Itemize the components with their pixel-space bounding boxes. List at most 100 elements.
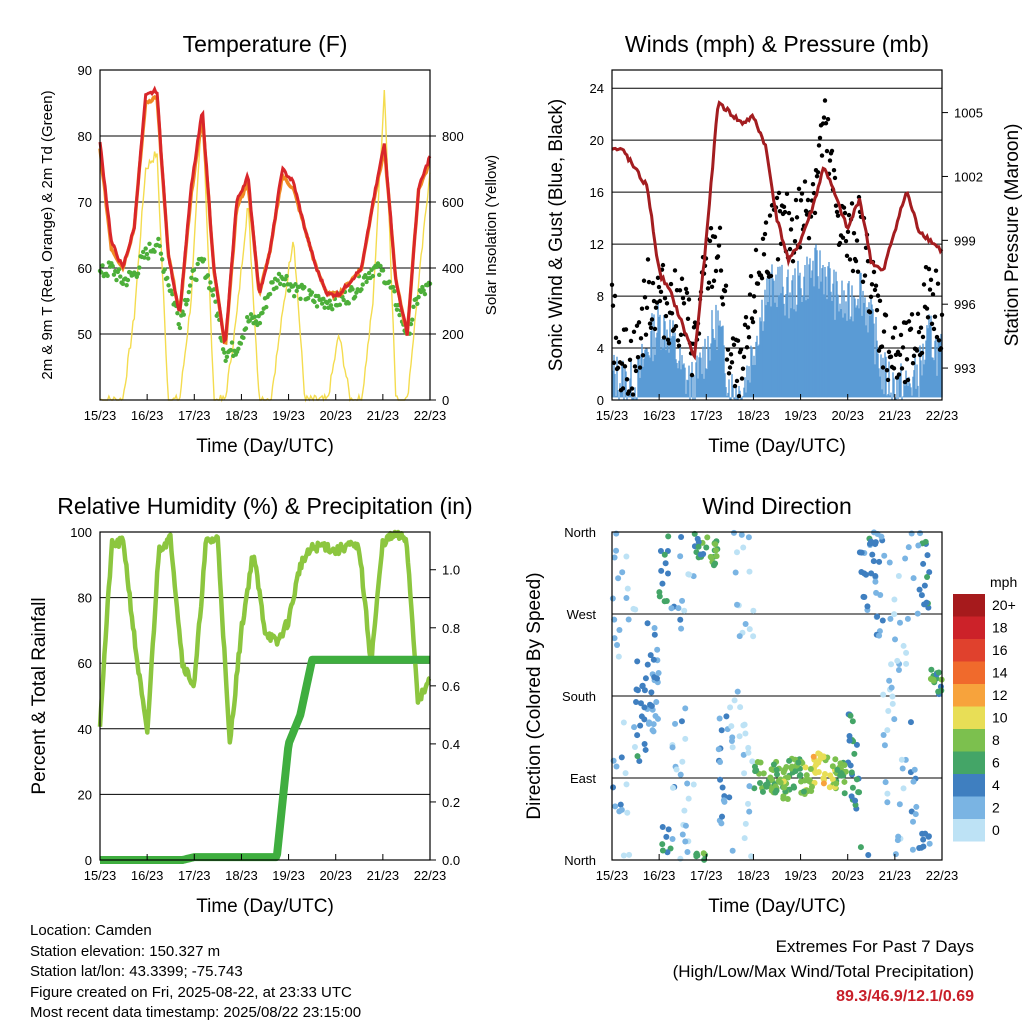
wind-direction-point xyxy=(682,838,689,845)
wind-direction-point xyxy=(729,847,736,854)
dewpoint-point xyxy=(364,279,369,285)
wind-direction-point xyxy=(726,794,733,801)
gust-point xyxy=(768,273,774,279)
wind-direction-point xyxy=(888,661,895,668)
dewpoint-point xyxy=(181,312,186,317)
gust-point xyxy=(876,348,882,353)
wind-direction-point xyxy=(665,533,672,540)
dewpoint-point xyxy=(184,302,189,307)
gust-point xyxy=(624,377,630,382)
dewpoint-point xyxy=(241,335,246,341)
wind-direction-point xyxy=(737,704,744,711)
wind-direction-point xyxy=(734,601,741,608)
dewpoint-point xyxy=(147,241,152,246)
wind-direction-point xyxy=(641,716,648,723)
wind-direction-point xyxy=(887,615,894,622)
figure-created: Figure created on Fri, 2025-08-22, at 23… xyxy=(30,983,352,1001)
dewpoint-point xyxy=(305,296,311,301)
wind-direction-point xyxy=(633,698,640,705)
dewpoint-point xyxy=(319,301,325,306)
wind-direction-point xyxy=(921,582,928,589)
gust-point xyxy=(819,153,825,158)
gust-point xyxy=(790,259,796,264)
gust-point xyxy=(640,353,646,358)
humidity-frame xyxy=(99,531,431,861)
legend-label: 10 xyxy=(992,710,1008,726)
gust-point xyxy=(725,347,731,352)
dewpoint-point xyxy=(321,296,326,302)
dewpoint-point xyxy=(327,298,332,303)
wind-direction-point xyxy=(774,771,781,778)
wind-direction-point xyxy=(717,758,724,765)
wind-direction-point xyxy=(900,785,907,792)
wind-direction-point xyxy=(853,741,860,748)
wind-direction-point xyxy=(912,811,919,818)
legend-label: 14 xyxy=(992,665,1008,681)
gust-point xyxy=(641,278,647,283)
winds-y2tick-label: 1005 xyxy=(954,106,983,121)
winds-y2tick-label: 993 xyxy=(954,361,976,376)
gust-point xyxy=(662,295,668,301)
temperature-xtick-label: 19/23 xyxy=(272,408,305,423)
wind-direction-point xyxy=(723,713,730,720)
gust-point xyxy=(854,238,860,243)
dewpoint-point xyxy=(208,280,213,285)
winds-ytick-label: 4 xyxy=(597,341,604,356)
dewpoint-point xyxy=(114,277,119,283)
wind-direction-point xyxy=(745,800,752,807)
gust-point xyxy=(888,354,894,359)
wind-direction-point xyxy=(694,535,701,542)
dewpoint-point xyxy=(294,288,299,294)
wind-direction-point xyxy=(695,543,702,550)
temperature-ylabel: 2m & 9m T (Red, Orange) & 2m Td (Green) xyxy=(39,90,56,379)
gust-point xyxy=(918,325,924,330)
gust-point xyxy=(898,332,904,338)
temperature-ytick-label: 80 xyxy=(78,129,92,144)
wind-direction-point xyxy=(669,835,676,842)
wind-direction-point xyxy=(685,795,692,802)
dewpoint-point xyxy=(377,272,382,277)
dewpoint-point xyxy=(370,273,376,279)
wind-direction-point xyxy=(892,636,899,643)
wind-direction-point xyxy=(903,649,910,656)
dewpoint-point xyxy=(293,282,298,287)
gust-point xyxy=(631,329,637,335)
legend-swatch xyxy=(953,639,985,662)
wind-direction-point xyxy=(882,779,889,786)
gust-point xyxy=(911,353,917,359)
gust-point xyxy=(616,339,622,345)
wind-direction-point xyxy=(611,616,618,623)
wind-direction-point xyxy=(800,788,807,795)
gust-point xyxy=(736,393,742,399)
gust-point xyxy=(613,335,619,341)
wind-direction-point xyxy=(902,555,909,562)
gust-point xyxy=(708,226,714,231)
wind-direction-point xyxy=(641,741,648,748)
wind-direction-point xyxy=(653,698,660,705)
winds-title: Winds (mph) & Pressure (mb) xyxy=(625,31,929,57)
direction-xtick-label: 20/23 xyxy=(831,868,864,883)
gust-point xyxy=(689,372,695,378)
dewpoint-point xyxy=(267,291,273,297)
direction-title: Wind Direction xyxy=(702,493,852,519)
wind-direction-point xyxy=(847,762,854,769)
wind-direction-point xyxy=(898,756,905,763)
gust-point xyxy=(847,257,853,262)
gust-point xyxy=(629,386,635,391)
wind-direction-point xyxy=(673,766,680,773)
gust-point xyxy=(872,287,878,293)
humidity-ytick-label: 80 xyxy=(78,591,92,606)
wind-direction-point xyxy=(810,753,817,760)
wind-direction-point xyxy=(852,797,859,804)
temperature-2m-line xyxy=(98,85,432,345)
wind-direction-point xyxy=(661,551,668,558)
wind-direction-point xyxy=(679,597,686,604)
humidity-xtick-label: 15/23 xyxy=(84,868,117,883)
wind-direction-point xyxy=(615,575,622,582)
wind-direction-point xyxy=(921,601,928,608)
wind-direction-point xyxy=(668,605,675,612)
gust-point xyxy=(724,357,730,362)
gust-point xyxy=(927,287,933,292)
dewpoint-point xyxy=(210,293,216,298)
wind-direction-point xyxy=(728,723,735,730)
